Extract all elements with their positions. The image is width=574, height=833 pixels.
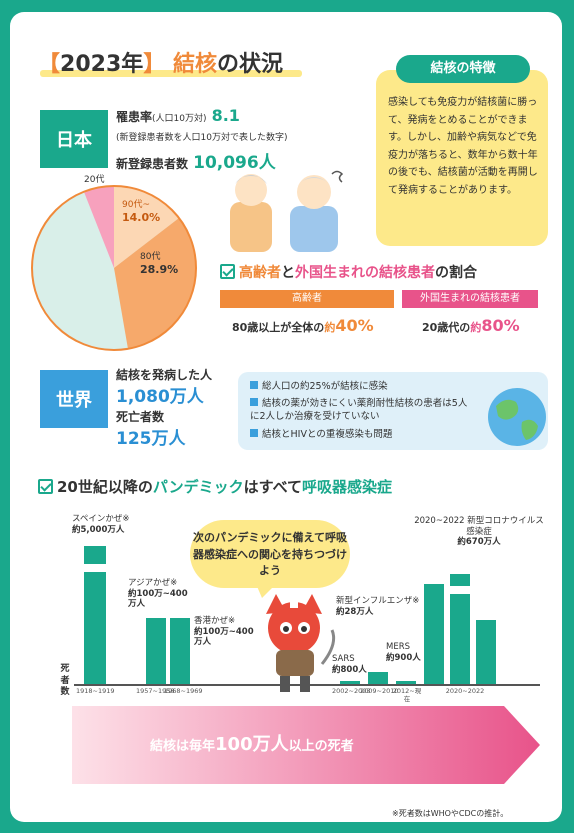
footnote: ※死者数はWHOやCDCの推計。	[392, 809, 509, 818]
y-axis-label: 死者数	[60, 664, 70, 698]
label-h1n1: 新型インフルエンザ※ 約28万人	[336, 596, 420, 617]
foreign-tag: 外国生まれの結核患者	[402, 290, 538, 308]
pandemic-heading: 20世紀以降のパンデミックはすべて呼吸器感染症	[38, 476, 392, 497]
year-hong-kong-flu: 1968~1969	[164, 687, 203, 695]
pie-label-20s: 20代	[84, 175, 105, 185]
bubble-tail	[256, 584, 276, 598]
bar-hong-kong-flu	[170, 618, 190, 684]
world-fact-1: 総人口の約25%が結核に感染	[250, 380, 450, 393]
onset-value: 1,080万人	[116, 387, 204, 407]
bar-spanish-flu	[82, 546, 108, 684]
japan-label: 日本	[40, 110, 108, 168]
bar-mers	[396, 681, 416, 684]
bar-covid-2022	[476, 620, 496, 684]
bar-covid-2021	[448, 574, 474, 684]
bar-asian-flu	[146, 618, 166, 684]
year-sars: 2002~2003	[332, 687, 371, 695]
title-underline	[40, 70, 302, 77]
pie-90s	[114, 186, 179, 268]
pie-outline	[31, 185, 197, 351]
pie-label-90s: 90代~ 14.0%	[122, 200, 161, 224]
world-fact-2: 結核の薬が効きにくい薬剤耐性結核の患者は5人に2人しか治療を受けていない	[250, 398, 468, 423]
pie-80s	[114, 218, 197, 349]
year-spanish-flu: 1918~1919	[76, 687, 115, 695]
label-hong-kong-flu: 香港かぜ※ 約100万~400万人	[194, 616, 254, 648]
label-sars: SARS 約800人	[332, 654, 367, 675]
onset-label: 結核を発病した人	[116, 368, 213, 382]
label-mers: MERS 約900人	[386, 642, 421, 663]
checkbox-icon	[220, 264, 235, 279]
elderly-ratio: 80歳以上が全体の約40%	[232, 316, 374, 335]
year-covid: 2020~2022	[445, 687, 485, 695]
pie-20s	[84, 186, 114, 268]
world-fact-3: 結核とHIVとの重複感染も問題	[250, 428, 450, 441]
feature-text: 感染しても免疫力が結核菌に勝って、発病をとめることができます。しかし、加齢や病気…	[388, 97, 538, 196]
label-spanish-flu: スペインかぜ※ 約5,000万人	[72, 514, 130, 535]
pie-label-80s: 80代 28.9%	[140, 252, 179, 276]
elderly-tag: 高齢者	[220, 290, 394, 308]
age-pie-chart	[31, 185, 197, 351]
bar-sars	[340, 681, 360, 684]
year-mers: 2012~現在	[392, 687, 422, 703]
feature-box	[376, 70, 548, 246]
bar-covid-2020	[424, 584, 444, 684]
globe-icon	[488, 388, 546, 446]
page-title: 【2023年】 結核の状況	[38, 52, 283, 77]
incidence-rate: 罹患率(人口10万対) 8.1	[116, 106, 240, 125]
tb-deaths-text: 結核は毎年100万人以上の死者	[150, 734, 354, 755]
tb-deaths-arrow	[72, 706, 540, 784]
new-patients: 新登録患者数 10,096人	[116, 153, 276, 173]
year-asian-flu: 1957~1958	[136, 687, 175, 695]
feature-tag: 結核の特徴	[396, 55, 530, 83]
world-label: 世界	[40, 370, 108, 428]
foreign-ratio: 20歳代の約80%	[422, 316, 520, 335]
elderly-couple-illustration	[230, 170, 344, 252]
bar-h1n1	[368, 672, 388, 684]
rate-note: (新登録患者数を人口10万対で表した数字)	[116, 133, 288, 143]
checkbox-icon	[38, 479, 53, 494]
label-asian-flu: アジアかぜ※ 約100万~400万人	[128, 578, 188, 610]
death-label: 死亡者数	[116, 410, 165, 424]
death-value: 125万人	[116, 429, 186, 449]
ratio-heading: 高齢者と外国生まれの結核患者の割合	[220, 262, 477, 282]
mascot-illustration	[266, 594, 336, 692]
year-h1n1: 2009~2010	[360, 687, 399, 695]
label-covid: 2020~2022 新型コロナウイルス感染症 約670万人	[414, 516, 544, 548]
infographic-card: 【2023年】 結核の状況 日本 罹患率(人口10万対) 8.1 (新登録患者数…	[10, 12, 562, 822]
speech-bubble: 次のパンデミックに備えて呼吸器感染症への関心を持ちつづけよう	[190, 520, 350, 588]
